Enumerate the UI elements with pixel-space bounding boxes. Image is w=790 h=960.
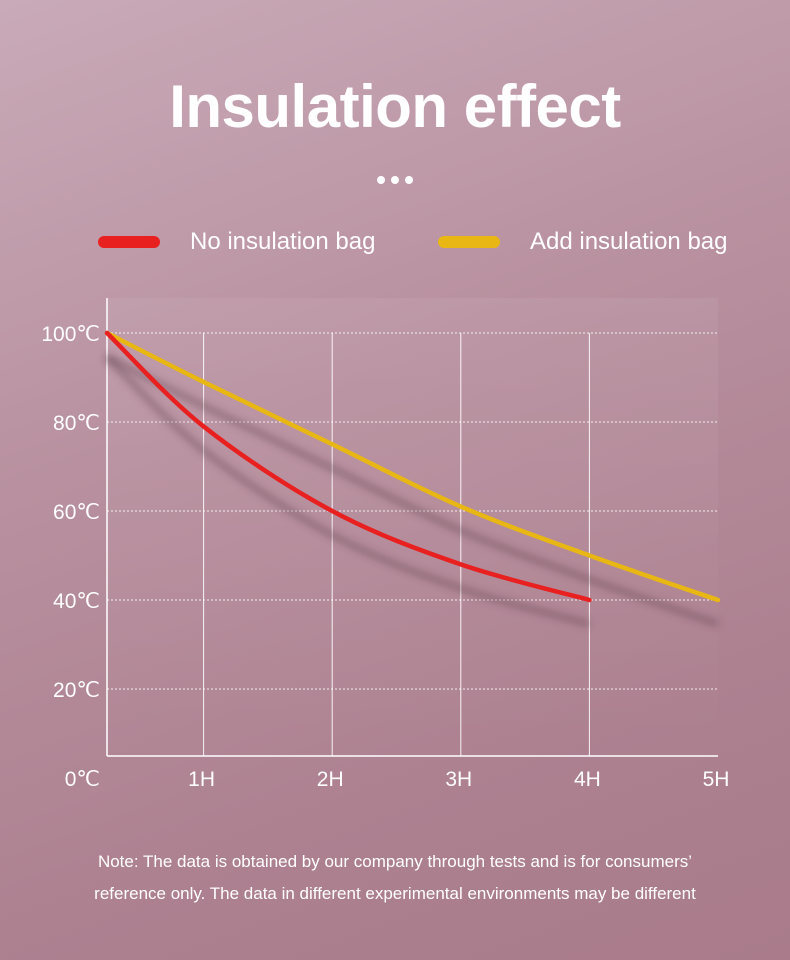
y-tick-label: 40℃ bbox=[53, 590, 100, 613]
footnote: Note: The data is obtained by our compan… bbox=[0, 846, 790, 910]
series-line-add-insulation bbox=[104, 330, 721, 603]
legend-swatch-red bbox=[98, 236, 160, 248]
legend-item-add-insulation: Add insulation bag bbox=[438, 228, 727, 256]
y-tick-label: 60℃ bbox=[53, 501, 100, 524]
x-tick-label: 3H bbox=[445, 768, 472, 791]
footnote-line-1: Note: The data is obtained by our compan… bbox=[97, 852, 693, 871]
series-line-no-insulation bbox=[104, 330, 592, 603]
dot-icon bbox=[405, 176, 413, 184]
ellipsis-decoration bbox=[0, 176, 790, 184]
y-tick-label: 20℃ bbox=[53, 679, 100, 702]
dot-icon bbox=[391, 176, 399, 184]
footnote-line-2: reference only. The data in different ex… bbox=[94, 884, 696, 903]
line-chart: 0℃ 20℃ 40℃ 60℃ 80℃ 100℃ 1H 2H 3H 4H 5H bbox=[41, 298, 730, 791]
series-shadow bbox=[104, 354, 591, 627]
legend-item-no-insulation: No insulation bag bbox=[98, 228, 375, 256]
x-tick-label: 1H bbox=[188, 768, 215, 791]
page-title: Insulation effect bbox=[169, 73, 621, 140]
legend-label: Add insulation bag bbox=[530, 228, 728, 255]
y-tick-label: 80℃ bbox=[53, 412, 100, 435]
x-tick-label: 5H bbox=[703, 768, 730, 791]
x-tick-label: 4H bbox=[574, 768, 601, 791]
series-shadow bbox=[105, 354, 719, 627]
legend-swatch-yellow bbox=[438, 236, 500, 248]
x-tick-label: 2H bbox=[317, 768, 344, 791]
y-tick-label: 100℃ bbox=[41, 323, 100, 346]
legend-label: No insulation bag bbox=[190, 228, 376, 255]
plot-area bbox=[107, 298, 718, 756]
y-tick-label: 0℃ bbox=[65, 768, 100, 791]
dot-icon bbox=[377, 176, 385, 184]
